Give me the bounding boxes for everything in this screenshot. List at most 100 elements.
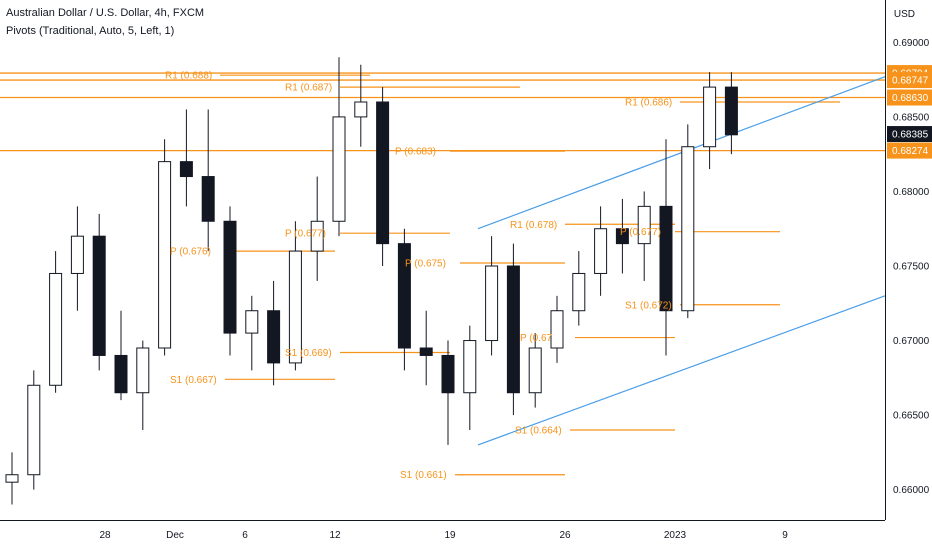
time-tick-label: 6 (242, 530, 248, 541)
pivot-label: P (0.677) (285, 229, 326, 240)
candle (158, 139, 172, 356)
price-tag-label: 0.68630 (892, 93, 929, 104)
candle (136, 340, 150, 430)
candle-body (419, 347, 433, 356)
candle-body (245, 310, 259, 334)
candle (637, 191, 651, 281)
pivot-label: S1 (0.672) (625, 300, 672, 311)
candle (485, 236, 499, 356)
candle-body (267, 310, 281, 364)
candle (463, 325, 477, 430)
candle-body (485, 265, 499, 342)
time-axis[interactable]: 28 Dec 6 12 19 26 2023 9 (0, 520, 885, 551)
price-tick-label: 0.67000 (893, 336, 930, 347)
pivot-label: P (0.683) (395, 147, 436, 158)
candle (724, 72, 738, 155)
candle (376, 87, 390, 266)
candle (703, 72, 717, 170)
candle (114, 310, 128, 401)
price-tag-box (887, 89, 932, 106)
candlestick-series (5, 57, 738, 505)
price-tick-label: 0.68000 (893, 187, 930, 198)
price-tag-label: 0.68385 (892, 130, 929, 141)
price-tag: 0.68630 (887, 89, 932, 106)
candle (441, 340, 455, 445)
pivot-label: P (0.677) (620, 227, 661, 238)
candle (550, 295, 564, 363)
time-axis-labels: 28 Dec 6 12 19 26 2023 9 (99, 530, 788, 541)
time-tick-label: 19 (444, 530, 456, 541)
price-tag-box (887, 126, 932, 143)
price-tag-label: 0.68747 (892, 76, 929, 87)
candle (615, 198, 629, 274)
price-tick-label: 0.69000 (893, 38, 930, 49)
pivot-label: S1 (0.667) (170, 375, 217, 386)
candle (179, 109, 193, 207)
candle-body (594, 228, 608, 274)
candle-body (179, 161, 193, 178)
time-tick-label: 28 (99, 530, 111, 541)
pivot-level-segments (220, 74, 840, 476)
candle (681, 124, 695, 319)
pivot-horizontal-lines (0, 72, 885, 152)
candle-body (5, 474, 19, 483)
candle (245, 295, 259, 371)
candle-body (310, 220, 324, 252)
candle-body (441, 354, 455, 394)
candle-body (92, 235, 106, 356)
price-tag-box (887, 72, 932, 89)
price-tag: 0.68274 (887, 142, 932, 159)
pivot-label: S1 (0.664) (515, 426, 562, 437)
pivot-labels: R1 (0.688) R1 (0.687) R1 (0.686) P (0.683) P… (165, 71, 672, 482)
symbol-title: Australian Dollar / U.S. Dollar, 4h, FXC… (6, 7, 205, 19)
pivot-label: R1 (0.688) (165, 71, 212, 82)
candle (572, 251, 586, 326)
candle (223, 206, 237, 356)
candle (5, 452, 19, 505)
price-scale[interactable]: USD 0.66000 0.66500 0.67000 0.67500 0.68000 0… (885, 0, 932, 520)
indicator-legend[interactable]: Pivots (Traditional, Auto, 5, Left, 1) (6, 25, 175, 37)
candle-body (463, 340, 477, 394)
candle-body (136, 347, 150, 394)
channel-lower-line[interactable] (477, 295, 886, 446)
price-tag: 0.68385 (887, 126, 932, 143)
candle (659, 139, 673, 356)
candle (310, 176, 324, 281)
candle-body (615, 228, 629, 245)
candle (419, 310, 433, 386)
price-tag-box (887, 142, 932, 159)
candle (70, 206, 84, 311)
candle-body (288, 250, 302, 364)
time-tick-label: Dec (166, 530, 184, 541)
currency-label: USD (893, 9, 915, 20)
candle-body (223, 220, 237, 334)
candle (27, 370, 41, 490)
candle (201, 109, 215, 252)
candle-body (376, 101, 390, 245)
price-tick-label: 0.68500 (893, 112, 930, 123)
price-tick-label: 0.66000 (893, 485, 930, 496)
pivot-label: P (0.675) (405, 259, 446, 270)
candle-body (528, 347, 542, 394)
candle (397, 228, 411, 371)
pivot-label: S1 (0.661) (400, 470, 447, 481)
candle-body (637, 205, 651, 245)
price-tick-label: 0.67500 (893, 262, 930, 273)
time-tick-label: 12 (329, 530, 341, 541)
candle (332, 57, 346, 237)
candle-body (354, 101, 368, 118)
candle-body (49, 272, 63, 386)
candle-body (659, 205, 673, 312)
candle-body (724, 86, 738, 136)
pivot-label: R1 (0.678) (510, 220, 557, 231)
price-tag-label: 0.68274 (892, 146, 929, 157)
candle-body (332, 116, 346, 222)
time-tick-label: 9 (782, 530, 788, 541)
candle-body (114, 354, 128, 394)
candle-body (158, 161, 172, 349)
candle (506, 243, 520, 416)
candle (594, 206, 608, 296)
candle-body (703, 86, 717, 148)
candle (92, 213, 106, 371)
